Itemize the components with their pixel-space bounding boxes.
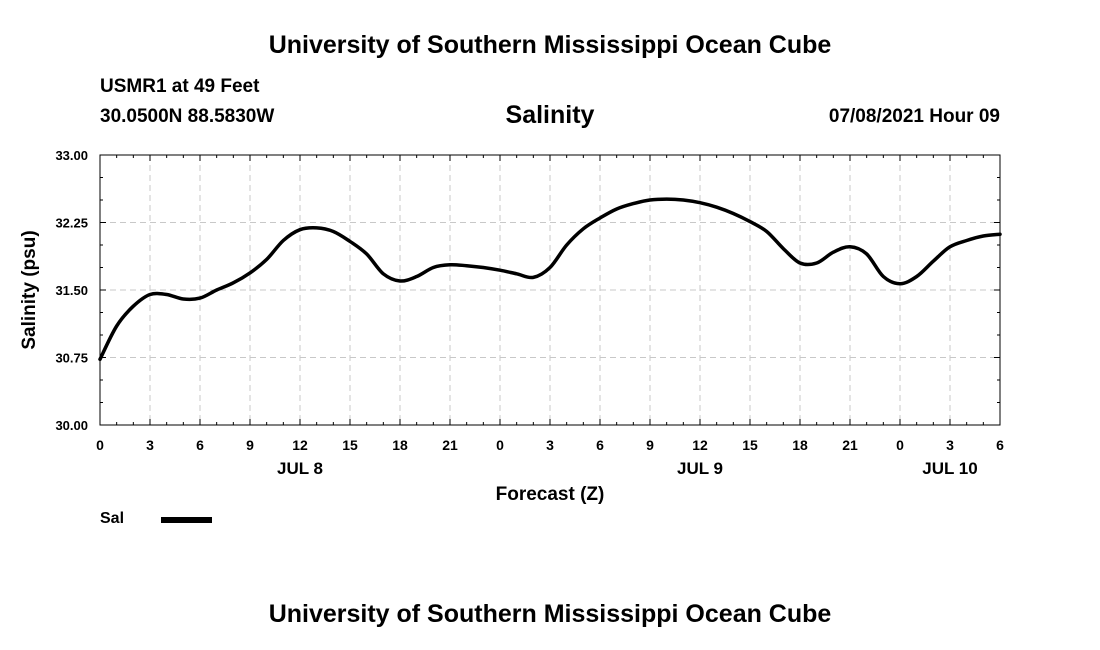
y-tick-label: 32.25 <box>55 216 88 231</box>
x-tick-label: 6 <box>196 437 204 453</box>
x-tick-label: 0 <box>96 437 104 453</box>
x-tick-label: 21 <box>442 437 458 453</box>
x-tick-label: 6 <box>996 437 1004 453</box>
x-tick-label: 0 <box>496 437 504 453</box>
x-tick-label: 3 <box>146 437 154 453</box>
date-label: JUL 8 <box>277 459 323 478</box>
chart-title-bottom: University of Southern Mississippi Ocean… <box>268 600 832 628</box>
series-line-sal <box>98 197 1002 362</box>
grid-lines <box>100 155 1000 425</box>
station-label: USMR1 at 49 Feet <box>100 76 260 97</box>
date-label: JUL 9 <box>677 459 723 478</box>
forecast-timestamp: 07/08/2021 Hour 09 <box>828 106 1000 127</box>
y-tick-label: 33.00 <box>55 148 88 163</box>
y-tick-label: 30.75 <box>55 351 88 366</box>
x-tick-label: 3 <box>946 437 954 453</box>
date-label: JUL 10 <box>922 459 977 478</box>
x-tick-label: 18 <box>792 437 808 453</box>
plot-frame <box>99 154 1001 426</box>
x-tick-label: 12 <box>292 437 308 453</box>
y-tick-label: 30.00 <box>55 418 88 433</box>
x-tick-label: 6 <box>596 437 604 453</box>
y-tick-label: 31.50 <box>55 283 88 298</box>
x-tick-label: 15 <box>342 437 358 453</box>
x-tick-label: 15 <box>742 437 758 453</box>
x-tick-label: 18 <box>392 437 408 453</box>
legend-swatch <box>161 517 212 523</box>
x-axis-title: Forecast (Z) <box>496 484 605 505</box>
axes: 0 3 6 9 12 15 18 21 0 3 6 9 12 15 18 21 0 3 6 30.00 30.75 31.… <box>19 148 1004 505</box>
x-tick-label: 3 <box>546 437 554 453</box>
x-tick-label: 9 <box>646 437 654 453</box>
series-layer <box>98 197 1002 362</box>
x-tick-label: 0 <box>896 437 904 453</box>
legend-label: Sal <box>100 510 125 527</box>
chart-title-top: University of Southern Mississippi Ocean… <box>268 31 832 59</box>
x-tick-label: 12 <box>692 437 708 453</box>
station-coordinates: 30.0500N 88.5830W <box>100 106 275 127</box>
parameter-title: Salinity <box>505 101 595 129</box>
y-axis-title: Salinity (psu) <box>19 230 40 349</box>
x-tick-label: 9 <box>246 437 254 453</box>
x-tick-label: 21 <box>842 437 858 453</box>
